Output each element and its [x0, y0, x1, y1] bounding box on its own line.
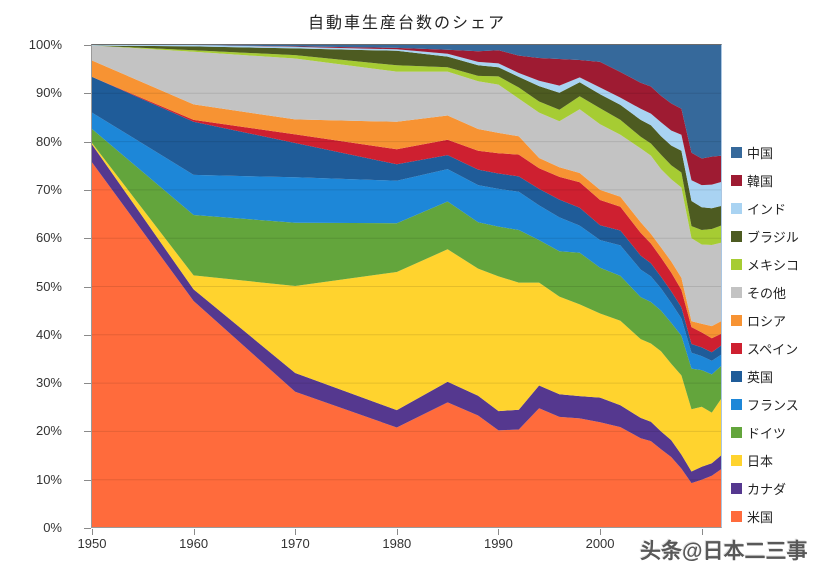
y-axis-label-80: 80%	[35, 133, 62, 149]
y-axis-tick-70	[84, 189, 91, 191]
y-axis-tick-60	[84, 238, 91, 240]
legend-swatch-germany	[731, 426, 742, 438]
area-canada	[92, 144, 722, 484]
y-axis-tick-100	[84, 45, 91, 46]
x-axis-label-2000: 2000	[585, 536, 615, 551]
legend-item-us: 米国	[731, 502, 799, 530]
legend-item-korea: 韓国	[731, 166, 799, 194]
y-axis-tick-10	[84, 479, 91, 481]
y-axis-label-100: 100%	[28, 37, 62, 52]
legend-item-brazil: ブラジル	[731, 222, 799, 250]
y-axis-tick-30	[84, 383, 91, 385]
legend-label-germany: ドイツ	[747, 425, 787, 441]
legend-label-others: その他	[747, 285, 787, 301]
y-axis-label-10: 10%	[35, 471, 62, 487]
legend-swatch-others	[731, 286, 742, 298]
area-uk	[92, 76, 722, 361]
legend-label-china: 中国	[747, 145, 774, 161]
legend-label-canada: カナダ	[747, 481, 787, 497]
legend-label-japan: 日本	[747, 453, 774, 469]
legend-swatch-china	[731, 146, 742, 158]
legend-item-china: 中国	[731, 138, 799, 166]
legend-item-india: インド	[731, 194, 799, 222]
legend-label-brazil: ブラジル	[747, 229, 799, 245]
legend-swatch-us	[731, 510, 742, 522]
chart-legend: 中国韓国インドブラジルメキシコその他ロシアスペイン英国フランスドイツ日本カナダ米…	[731, 138, 799, 530]
y-axis-tick-40	[84, 334, 91, 336]
y-axis-label-0: 0%	[43, 520, 62, 535]
x-axis-label-1980: 1980	[382, 536, 412, 551]
legend-item-canada: カナダ	[731, 474, 799, 502]
legend-label-uk: 英国	[747, 369, 774, 385]
legend-item-japan: 日本	[731, 446, 799, 474]
legend-label-india: インド	[747, 201, 787, 217]
area-japan	[92, 143, 722, 472]
legend-swatch-spain	[731, 342, 742, 354]
legend-swatch-france	[731, 398, 742, 410]
y-axis-label-60: 60%	[35, 230, 62, 246]
y-axis-label-20: 20%	[35, 423, 62, 439]
y-axis-label-40: 40%	[35, 326, 62, 342]
x-axis-label-1970: 1970	[280, 536, 310, 551]
area-korea	[92, 45, 722, 186]
legend-item-russia: ロシア	[731, 306, 799, 334]
area-spain	[92, 76, 722, 353]
legend-swatch-mexico	[731, 258, 742, 270]
x-axis-tick-1970	[295, 529, 297, 535]
x-axis-tick-1960	[193, 529, 195, 535]
chart-title: 自動車生産台数のシェア	[307, 15, 506, 32]
stacked-area-chart	[92, 45, 722, 528]
x-axis-label-1990: 1990	[483, 536, 513, 551]
legend-label-korea: 韓国	[747, 173, 774, 189]
x-axis-tick-2000	[600, 529, 602, 535]
legend-swatch-india	[731, 202, 742, 214]
legend-swatch-korea	[731, 174, 742, 186]
area-us	[92, 162, 722, 528]
area-russia	[92, 60, 722, 339]
y-axis-label-30: 30%	[35, 375, 62, 391]
y-axis-label-90: 90%	[35, 85, 62, 101]
legend-item-mexico: メキシコ	[731, 250, 799, 278]
legend-label-mexico: メキシコ	[747, 257, 800, 273]
y-axis-label-50: 50%	[35, 278, 62, 294]
legend-item-others: その他	[731, 278, 799, 306]
y-axis-tick-90	[84, 93, 91, 95]
watermark: 头条@日本二三事	[640, 540, 808, 563]
legend-label-us: 米国	[747, 509, 774, 525]
y-axis-tick-50	[84, 286, 91, 288]
y-axis-tick-0	[84, 528, 91, 529]
legend-item-france: フランス	[731, 390, 799, 418]
legend-swatch-japan	[731, 454, 742, 466]
x-axis-label-1960: 1960	[179, 536, 209, 551]
area-brazil	[92, 45, 722, 230]
y-axis-tick-80	[84, 141, 91, 143]
x-axis-tick-1990	[498, 529, 500, 535]
legend-label-spain: スペイン	[747, 341, 799, 357]
legend-label-france: フランス	[747, 397, 799, 413]
legend-swatch-russia	[731, 314, 742, 326]
plot-area	[92, 45, 722, 528]
x-axis-tick-1950	[92, 529, 93, 535]
legend-item-uk: 英国	[731, 362, 799, 390]
area-france	[92, 112, 722, 375]
x-axis-tick-2010	[701, 529, 703, 535]
legend-swatch-brazil	[731, 230, 742, 242]
legend-swatch-canada	[731, 482, 742, 494]
legend-label-russia: ロシア	[747, 313, 787, 329]
area-germany	[92, 129, 722, 413]
x-axis-tick-1980	[396, 529, 398, 535]
area-china	[92, 45, 722, 159]
y-axis-label-70: 70%	[35, 181, 62, 197]
x-axis-label-1950: 1950	[77, 536, 107, 551]
area-others	[92, 45, 722, 327]
legend-swatch-uk	[731, 370, 742, 382]
legend-item-germany: ドイツ	[731, 418, 799, 446]
area-india	[92, 45, 722, 209]
legend-item-spain: スペイン	[731, 334, 799, 362]
y-axis-tick-20	[84, 431, 91, 433]
